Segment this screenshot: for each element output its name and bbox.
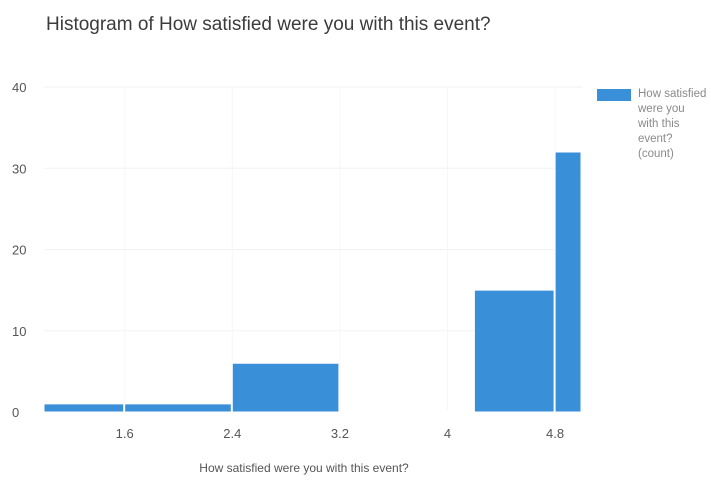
histogram-bar-2: [231, 362, 340, 413]
histogram-bar-1: [124, 403, 232, 413]
y-tick-label-1: 10: [12, 324, 26, 339]
x-tick-label-0: 1.6: [116, 426, 134, 441]
x-axis-title: How satisfied were you with this event?: [199, 461, 409, 475]
x-tick-label-4: 4.8: [546, 426, 564, 441]
bar-layer: [43, 151, 582, 413]
x-tick-label-3: 4: [444, 426, 451, 441]
y-tick-label-3: 30: [12, 161, 26, 176]
x-tick-label-2: 3.2: [331, 426, 349, 441]
histogram-bar-0: [43, 403, 125, 413]
y-tick-label-4: 40: [12, 80, 26, 95]
y-tick-label-0: 0: [12, 405, 19, 420]
y-tick-labels: 0 10 20 30 40: [12, 80, 26, 420]
histogram-bar-4: [447, 410, 474, 413]
legend-label: How satisfied were you with this event? …: [638, 88, 707, 160]
y-tick-label-2: 20: [12, 243, 26, 258]
legend-swatch: [597, 89, 631, 101]
histogram-bar-3: [339, 410, 447, 413]
x-tick-label-1: 2.4: [223, 426, 241, 441]
histogram-bar-5: [473, 289, 555, 413]
x-tick-labels: 1.6 2.4 3.2 4 4.8: [116, 426, 564, 441]
histogram-bar-6: [554, 151, 582, 413]
chart-title: Histogram of How satisfied were you with…: [46, 14, 491, 35]
